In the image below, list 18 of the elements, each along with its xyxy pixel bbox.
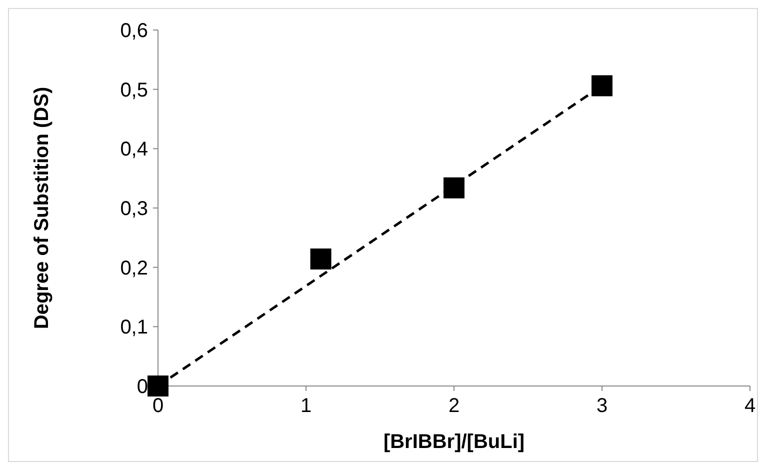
y-tick-label: 0,5 [120,79,148,102]
y-tick-label: 0,3 [120,198,148,220]
y-tick-label: 0,1 [120,316,148,339]
point [592,75,612,96]
x-tick-label: 2 [448,395,460,417]
y-tick-label: 0,6 [120,20,148,42]
x-axis-title: [BrIBBr]/[BuLi] [383,431,525,453]
x-tick-label: 4 [744,395,756,417]
point [310,248,332,270]
x-tick-label: 1 [300,395,312,417]
x-tick-label: 3 [596,395,608,417]
y-tick-label: 0,2 [120,257,148,280]
point [148,376,168,396]
y-tick-label: 0 [136,376,148,398]
x-tick-label: 0 [152,395,164,417]
point [444,177,464,198]
y-tick-label: 0,4 [120,138,148,161]
y-axis-title: Degree of Substition (DS) [31,86,53,330]
